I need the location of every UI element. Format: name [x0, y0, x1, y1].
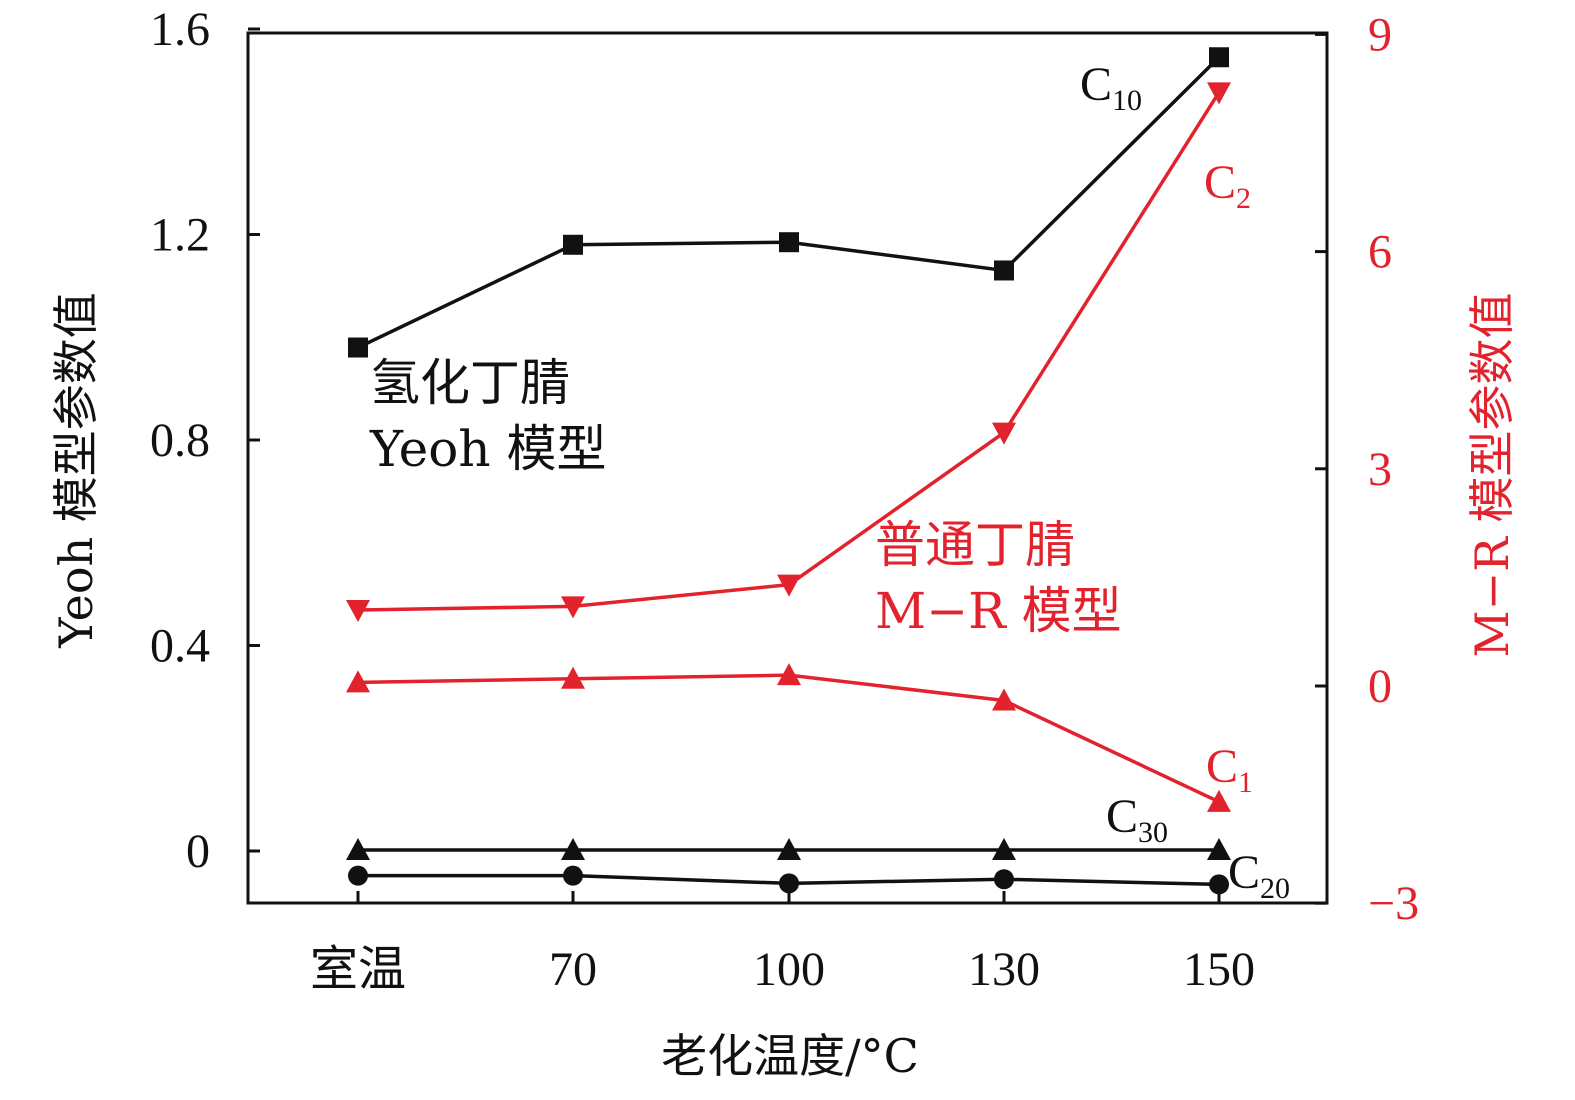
data-point [777, 663, 801, 686]
x-tick-label: 150 [1183, 943, 1255, 996]
series-labels: C10 C20 C30 C1 C2 [1080, 58, 1290, 905]
x-axis-title: 老化温度/°C [661, 1029, 919, 1083]
data-point [1207, 789, 1231, 812]
data-point [994, 260, 1014, 281]
left-tick-label: 0.4 [150, 620, 210, 673]
x-tick-label: 130 [968, 943, 1040, 996]
x-tick-label: 70 [549, 943, 597, 996]
data-point [779, 232, 799, 253]
data-point [992, 688, 1016, 711]
series-layer [346, 47, 1231, 895]
data-point [777, 837, 801, 860]
data-point [561, 837, 585, 860]
annotation-line: M−R 模型 [875, 582, 1122, 640]
right-tick-label: −3 [1368, 877, 1419, 930]
series-label-C10: C10 [1080, 58, 1142, 117]
data-point [777, 574, 801, 597]
series-C2 [346, 82, 1231, 622]
x-tick-label: 室温 [310, 943, 406, 996]
left-tick-label: 0 [186, 825, 210, 878]
data-point [561, 666, 585, 689]
x-axis-tick-labels: 室温 70 100 130 150 [310, 943, 1255, 996]
left-axis-title: Yeoh 模型参数值 [49, 292, 103, 649]
x-tick-label: 100 [753, 943, 825, 996]
data-point [1209, 47, 1229, 68]
left-tick-label: 1.6 [150, 3, 210, 56]
series-C1 [346, 663, 1231, 812]
data-point [348, 865, 368, 886]
data-point [994, 869, 1014, 890]
data-point [1207, 82, 1231, 105]
series-C10 [348, 47, 1229, 358]
right-tick-label: 3 [1368, 443, 1392, 496]
series-label-C20: C20 [1228, 846, 1290, 905]
annotation-line: 氢化丁腈 [370, 354, 570, 412]
data-point [1207, 837, 1231, 860]
series-label-C30: C30 [1106, 790, 1168, 849]
left-axis-tick-labels: 0 0.4 0.8 1.2 1.6 [150, 3, 210, 878]
data-point [346, 670, 370, 693]
data-point [1209, 874, 1229, 895]
series-label-C1: C1 [1206, 740, 1253, 799]
annotation-line: Yeoh 模型 [369, 420, 606, 478]
right-tick-label: 0 [1368, 660, 1392, 713]
annotation-line: 普通丁腈 [875, 516, 1075, 574]
series-label-C2: C2 [1204, 156, 1251, 215]
right-axis-tick-labels: −3 0 3 6 9 [1368, 8, 1419, 930]
data-point [346, 837, 370, 860]
data-point [992, 837, 1016, 860]
data-point [348, 337, 368, 358]
data-point [779, 873, 799, 894]
data-point [563, 865, 583, 886]
left-tick-label: 1.2 [150, 209, 210, 262]
right-tick-label: 6 [1368, 226, 1392, 279]
data-point [346, 599, 370, 622]
right-tick-label: 9 [1368, 8, 1392, 61]
data-point [992, 422, 1016, 445]
series-C30 [346, 837, 1231, 860]
right-axis-title: M−R 模型参数值 [1465, 293, 1519, 658]
series-line [357, 673, 1220, 804]
series-line [357, 91, 1221, 612]
data-point [561, 596, 585, 619]
series-C20 [348, 865, 1229, 895]
data-point [563, 234, 583, 255]
left-tick-label: 0.8 [150, 414, 210, 467]
